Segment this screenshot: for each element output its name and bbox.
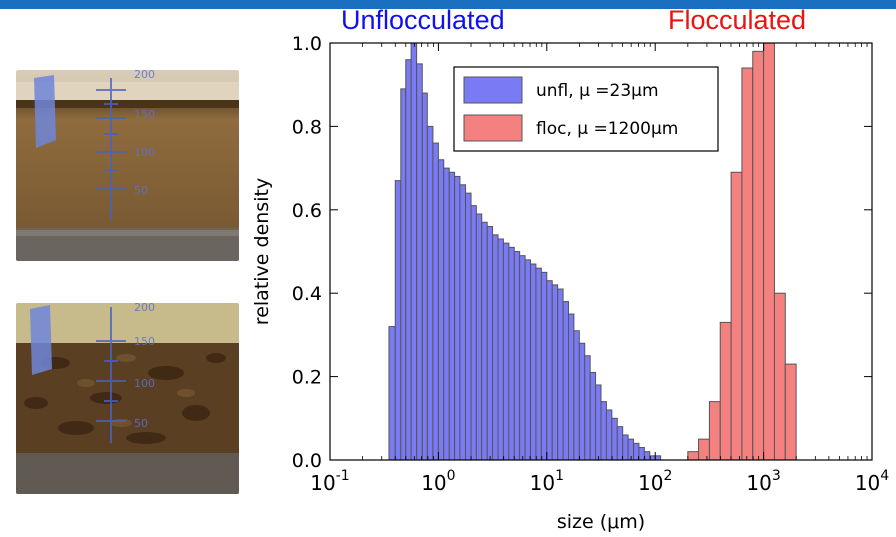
bar-floc-2 — [708, 401, 721, 461]
bar-unfl-35 — [519, 255, 526, 461]
legend-swatch-floc — [463, 114, 523, 142]
beaker-mark-100: 100 — [134, 377, 155, 390]
bar-unfl-47 — [584, 355, 591, 461]
bar-unfl-19 — [432, 142, 439, 461]
y-tick-label: 0.0 — [292, 450, 322, 472]
bar-unfl-50 — [600, 401, 607, 461]
bar-floc-1 — [698, 438, 710, 461]
bar-unfl-39 — [540, 271, 548, 461]
top-accent-bar — [0, 0, 896, 9]
bar-unfl-24 — [459, 184, 467, 461]
beaker-mark-200: 200 — [134, 303, 155, 314]
legend: unfl, μ =23μm floc, μ =1200μm — [453, 66, 719, 152]
bar-unfl-18 — [426, 125, 434, 461]
flocculated-annotation: Flocculated — [668, 5, 807, 35]
bar-unfl-48 — [589, 371, 597, 461]
beaker-mark-50: 50 — [134, 184, 148, 197]
bar-floc-6 — [752, 50, 765, 461]
bar-floc-0 — [687, 451, 700, 461]
y-tick-label: 1.0 — [292, 33, 322, 55]
x-axis-label: size (μm) — [557, 511, 645, 533]
bar-unfl-12 — [394, 180, 402, 461]
bar-floc-3 — [719, 321, 732, 461]
bar-unfl-14 — [405, 59, 412, 461]
x-tick-label: 102 — [638, 468, 672, 495]
bar-unfl-13 — [400, 88, 407, 461]
bar-unfl-25 — [465, 192, 472, 461]
bar-unfl-30 — [492, 234, 499, 461]
bar-floc-8 — [773, 292, 786, 461]
bar-floc-9 — [784, 363, 797, 461]
beaker-mark-100: 100 — [134, 146, 155, 159]
bar-unfl-26 — [470, 205, 477, 461]
bar-unfl-37 — [530, 263, 537, 461]
bar-unfl-49 — [595, 384, 602, 461]
beaker-mark-50: 50 — [134, 417, 148, 430]
x-tick-label: 101 — [530, 468, 564, 495]
unflocculated-beaker-photo: 200 150 100 50 — [16, 70, 239, 261]
bar-unfl-51 — [605, 409, 613, 461]
bar-unfl-29 — [486, 225, 494, 461]
bar-unfl-46 — [578, 342, 586, 461]
bar-unfl-43 — [562, 301, 569, 461]
bar-unfl-52 — [611, 417, 618, 461]
bar-unfl-16 — [416, 63, 423, 461]
bar-unfl-28 — [481, 221, 488, 461]
bar-unfl-31 — [497, 238, 504, 461]
legend-swatch-unfl — [463, 76, 523, 104]
y-tick-label: 0.4 — [292, 283, 322, 305]
bar-unfl-60 — [654, 455, 662, 461]
bar-unfl-20 — [437, 159, 445, 461]
bar-unfl-11 — [388, 326, 396, 461]
x-tick-label: 104 — [855, 468, 889, 495]
bar-unfl-58 — [643, 451, 651, 461]
bar-unfl-27 — [475, 213, 483, 461]
bar-unfl-36 — [524, 259, 532, 461]
x-tick-label: 100 — [421, 468, 455, 495]
bar-unfl-34 — [513, 251, 521, 461]
bar-unfl-44 — [567, 313, 575, 461]
x-tick-label: 103 — [746, 468, 780, 495]
bar-unfl-38 — [535, 267, 542, 461]
bar-unfl-53 — [616, 426, 624, 461]
beaker-mark-150: 150 — [134, 335, 155, 348]
bar-unfl-32 — [502, 242, 510, 461]
legend-label-unfl: unfl, μ =23μm — [536, 81, 659, 101]
bar-unfl-41 — [551, 284, 559, 461]
bar-unfl-57 — [638, 446, 645, 461]
bar-unfl-45 — [573, 330, 580, 461]
bar-unfl-40 — [546, 280, 553, 461]
x-tick-label: 10-1 — [310, 468, 349, 495]
beaker-mark-200: 200 — [134, 70, 155, 81]
bar-unfl-33 — [508, 246, 515, 461]
bar-unfl-17 — [421, 92, 428, 461]
beaker-mark-150: 150 — [134, 108, 155, 121]
bar-floc-5 — [741, 67, 754, 461]
y-tick-label: 0.2 — [292, 367, 322, 389]
y-tick-label: 0.8 — [292, 116, 322, 138]
axis-ticks: 10-1 100 101 102 103 104 0.0 0.2 0.4 0.6 0.8 1.0 — [292, 33, 889, 495]
bar-unfl-54 — [622, 434, 629, 461]
bar-unfl-22 — [448, 171, 456, 461]
bar-unfl-42 — [557, 288, 564, 461]
flocculated-beaker-photo: 200 150 100 50 — [16, 303, 239, 494]
bar-floc-4 — [730, 171, 743, 461]
y-axis-label: relative density — [251, 178, 273, 325]
y-tick-label: 0.6 — [292, 200, 322, 222]
bar-unfl-23 — [454, 175, 461, 461]
axes-frame — [329, 42, 873, 461]
bar-unfl-15 — [410, 42, 418, 461]
unflocculated-annotation: Unflocculated — [341, 5, 505, 35]
bar-floc-7 — [763, 42, 775, 461]
bar-unfl-21 — [443, 167, 450, 461]
legend-label-floc: floc, μ =1200μm — [536, 119, 678, 139]
